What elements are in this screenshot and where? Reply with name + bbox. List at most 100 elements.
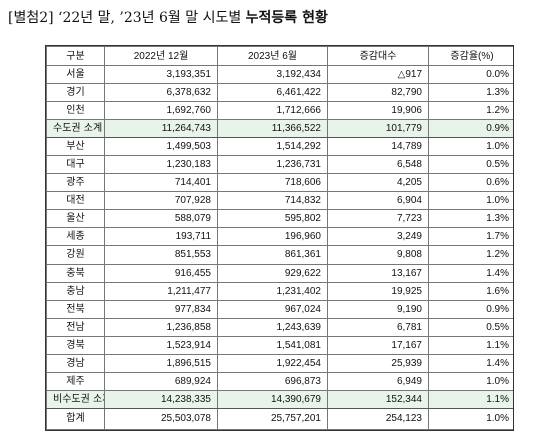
table-row: 경북 1,523,914 1,541,081 17,167 1.1% (46, 335, 513, 355)
header-change-count: 증감대수 (327, 46, 429, 66)
region-cell: 충북 (46, 263, 105, 283)
region-cell: 전남 (46, 317, 105, 337)
change-rate-cell: 0.9% (428, 299, 513, 319)
change-rate-cell: 1.1% (428, 335, 513, 355)
dec-2022-cell: 977,834 (104, 299, 218, 319)
dec-2022-cell: 707,928 (104, 191, 218, 211)
region-cell: 수도권 소계 (46, 119, 105, 139)
jun-2023-cell: 1,243,639 (217, 317, 328, 337)
header-row: 구분 2022년 12월 2023년 6월 증감대수 증감율(%) (46, 46, 513, 66)
dec-2022-cell: 1,230,183 (104, 155, 218, 175)
change-rate-cell: 0.9% (428, 119, 513, 139)
dec-2022-cell: 11,264,743 (104, 119, 218, 139)
change-count-cell: 6,949 (327, 371, 429, 391)
change-count-cell: 9,808 (327, 245, 429, 265)
dec-2022-cell: 3,193,351 (104, 64, 218, 85)
title-bold: 누적등록 현황 (245, 10, 328, 26)
change-rate-cell: 1.0% (428, 371, 513, 391)
header-category: 구분 (46, 46, 105, 66)
table-row: 대구 1,230,183 1,236,731 6,548 0.5% (46, 155, 513, 175)
change-rate-cell: 1.2% (428, 245, 513, 265)
dec-2022-cell: 1,499,503 (104, 137, 218, 157)
dec-2022-cell: 1,236,858 (104, 317, 218, 337)
region-cell: 대구 (46, 155, 105, 175)
change-count-cell: 4,205 (327, 173, 429, 193)
header-change-rate: 증감율(%) (428, 46, 513, 66)
jun-2023-cell: 929,622 (217, 263, 328, 283)
jun-2023-cell: 1,231,402 (217, 281, 328, 301)
title-prefix: [별첨2] (8, 10, 54, 26)
document-title: [별첨2] ‘22년 말, ’23년 6월 말 시도별 누적등록 현황 (8, 7, 328, 29)
subtotal-row: 수도권 소계 11,264,743 11,366,522 101,779 0.9% (46, 119, 513, 139)
dec-2022-cell: 14,238,335 (104, 389, 218, 409)
jun-2023-cell: 25,757,201 (217, 407, 328, 430)
region-cell: 광주 (46, 173, 105, 193)
change-count-cell: 7,723 (327, 209, 429, 229)
header-dec-2022: 2022년 12월 (104, 46, 218, 66)
change-count-cell: 6,904 (327, 191, 429, 211)
change-count-cell: 13,167 (327, 263, 429, 283)
change-count-cell: △917 (327, 64, 429, 85)
table-row: 전북 977,834 967,024 9,190 0.9% (46, 299, 513, 319)
change-count-cell: 19,925 (327, 281, 429, 301)
table-row: 강원 851,553 861,361 9,808 1.2% (46, 245, 513, 265)
jun-2023-cell: 1,922,454 (217, 353, 328, 373)
jun-2023-cell: 1,541,081 (217, 335, 328, 355)
jun-2023-cell: 714,832 (217, 191, 328, 211)
jun-2023-cell: 14,390,679 (217, 389, 328, 409)
dec-2022-cell: 1,523,914 (104, 335, 218, 355)
change-rate-cell: 0.0% (428, 64, 513, 85)
table-row: 서울 3,193,351 3,192,434 △917 0.0% (46, 64, 513, 85)
jun-2023-cell: 196,960 (217, 227, 328, 247)
table-row: 부산 1,499,503 1,514,292 14,789 1.0% (46, 137, 513, 157)
table-row: 제주 689,924 696,873 6,949 1.0% (46, 371, 513, 391)
jun-2023-cell: 3,192,434 (217, 64, 328, 85)
change-count-cell: 101,779 (327, 119, 429, 139)
table-row: 세종 193,711 196,960 3,249 1.7% (46, 227, 513, 247)
region-cell: 경기 (46, 83, 105, 103)
change-rate-cell: 1.0% (428, 191, 513, 211)
change-count-cell: 6,781 (327, 317, 429, 337)
change-count-cell: 14,789 (327, 137, 429, 157)
change-rate-cell: 1.7% (428, 227, 513, 247)
dec-2022-cell: 689,924 (104, 371, 218, 391)
region-cell: 울산 (46, 209, 105, 229)
jun-2023-cell: 6,461,422 (217, 83, 328, 103)
change-count-cell: 254,123 (327, 407, 429, 430)
dec-2022-cell: 193,711 (104, 227, 218, 247)
dec-2022-cell: 25,503,078 (104, 407, 218, 430)
table-row: 경남 1,896,515 1,922,454 25,939 1.4% (46, 353, 513, 373)
change-rate-cell: 0.5% (428, 155, 513, 175)
jun-2023-cell: 718,606 (217, 173, 328, 193)
jun-2023-cell: 1,236,731 (217, 155, 328, 175)
change-rate-cell: 0.6% (428, 173, 513, 193)
table-header: 구분 2022년 12월 2023년 6월 증감대수 증감율(%) (46, 46, 513, 66)
region-cell: 경북 (46, 335, 105, 355)
change-rate-cell: 1.3% (428, 209, 513, 229)
change-count-cell: 82,790 (327, 83, 429, 103)
region-cell: 부산 (46, 137, 105, 157)
region-cell: 세종 (46, 227, 105, 247)
registration-status-table: 구분 2022년 12월 2023년 6월 증감대수 증감율(%) 서울 3,19… (46, 46, 513, 430)
change-rate-cell: 0.5% (428, 317, 513, 337)
table-row: 인천 1,692,760 1,712,666 19,906 1.2% (46, 101, 513, 121)
change-rate-cell: 1.6% (428, 281, 513, 301)
change-count-cell: 9,190 (327, 299, 429, 319)
change-rate-cell: 1.1% (428, 389, 513, 409)
jun-2023-cell: 1,514,292 (217, 137, 328, 157)
change-rate-cell: 1.2% (428, 101, 513, 121)
title-main: ‘22년 말, ’23년 6월 말 시도별 (53, 10, 246, 26)
change-rate-cell: 1.0% (428, 407, 513, 430)
dec-2022-cell: 1,211,477 (104, 281, 218, 301)
dec-2022-cell: 714,401 (104, 173, 218, 193)
dec-2022-cell: 6,378,632 (104, 83, 218, 103)
jun-2023-cell: 11,366,522 (217, 119, 328, 139)
region-cell: 전북 (46, 299, 105, 319)
table-row: 광주 714,401 718,606 4,205 0.6% (46, 173, 513, 193)
table-body: 서울 3,193,351 3,192,434 △917 0.0% 경기 6,378,632 6… (46, 64, 513, 430)
total-row: 합계 25,503,078 25,757,201 254,123 1.0% (46, 407, 513, 430)
change-rate-cell: 1.0% (428, 137, 513, 157)
region-cell: 대전 (46, 191, 105, 211)
change-count-cell: 6,548 (327, 155, 429, 175)
